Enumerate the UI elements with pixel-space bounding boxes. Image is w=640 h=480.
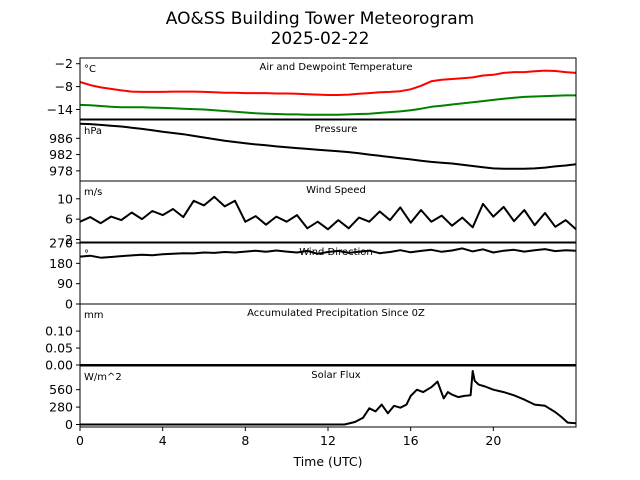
panel-4-ytick-label-0: 0.10 [45,324,73,339]
panel-3-title: Wind Direction [299,247,373,258]
panel-2-title: Wind Speed [306,185,366,196]
panel-5-ytick-label-0: 560 [49,382,73,397]
panel-3-ytick-label-2: 90 [57,276,73,291]
panel-4-title: Accumulated Precipitation Since 0Z [247,308,425,319]
x-axis: 0 4 8 12 16 20 [76,427,501,448]
x-tick-label-3: 12 [320,433,336,448]
panel-4-ytick-label-1: 0.05 [45,341,73,356]
x-tick-label-5: 20 [485,433,501,448]
panel-3-ytick-label-0: 270 [49,236,73,251]
panel-2-ytick-label-0: 10 [57,191,73,206]
x-tick-label-2: 8 [241,433,249,448]
panel-2-unit: m/s [84,187,102,198]
panels-group: −2 −8 −14 Air and Dewpoint Temperature °C 986… [45,56,576,432]
panel-0-ytick-label-0: −2 [55,56,73,71]
x-tick-label-4: 16 [403,433,419,448]
panel-5: 560 280 0 Solar Flux W/m^2 [49,366,576,432]
panel-0-unit: °C [84,64,96,75]
x-axis-label: Time (UTC) [292,454,362,469]
x-tick-label-1: 4 [159,433,167,448]
panel-1-ytick-label-2: 978 [49,163,73,178]
x-tick-label-0: 0 [76,433,84,448]
panel-1-ytick-label-1: 982 [49,147,73,162]
panel-1-title: Pressure [315,124,358,135]
panel-0-ytick-label-2: −14 [47,102,73,117]
panel-2-ytick-label-1: 6 [65,212,73,227]
panel-4-ytick-label-2: 0.00 [45,358,73,373]
panel-3-unit: ° [84,249,89,260]
panel-3-ytick-label-3: 0 [65,297,73,312]
panel-5-title: Solar Flux [311,370,361,381]
panel-0-series-0-line [80,71,576,95]
panel-2-series-0-line [80,197,576,230]
panel-4: 0.10 0.05 0.00 Accumulated Precipitation Si… [45,304,576,373]
panel-1-unit: hPa [84,126,102,137]
panel-1-ytick-label-0: 986 [49,131,73,146]
panel-5-ytick-label-2: 0 [65,417,73,432]
panel-5-unit: W/m^2 [84,372,122,383]
panel-5-ytick-label-1: 280 [49,400,73,415]
panel-0: −2 −8 −14 Air and Dewpoint Temperature °C [47,56,576,119]
panel-0-title: Air and Dewpoint Temperature [260,62,413,73]
figure-title-line1: AO&SS Building Tower Meteorogram [166,9,474,29]
panel-4-unit: mm [84,310,103,321]
figure-title-line2: 2025-02-22 [271,29,370,49]
panel-0-ytick-label-1: −8 [55,79,73,94]
panel-0-series-1-line [80,95,576,114]
panel-3: 270 180 90 0 Wind Direction ° [49,236,576,312]
panel-3-ytick-label-1: 180 [49,256,73,271]
